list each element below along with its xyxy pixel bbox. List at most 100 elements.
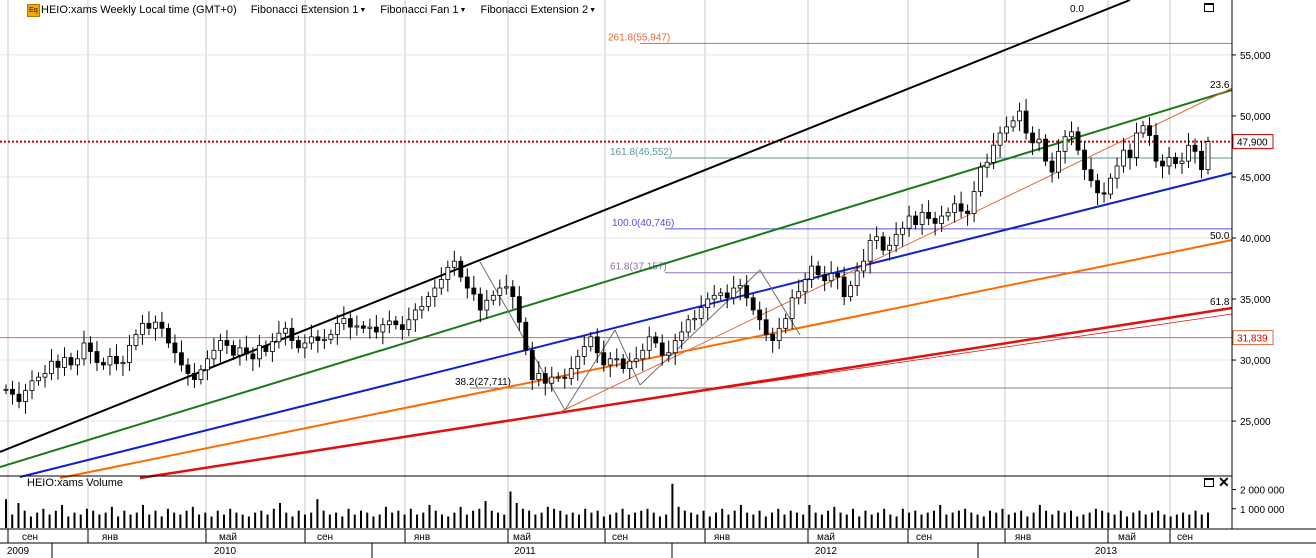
candle-body bbox=[341, 318, 347, 324]
candle-body bbox=[978, 166, 983, 193]
candle-body bbox=[562, 376, 568, 379]
candle-body bbox=[153, 321, 158, 329]
maximize-price-panel-icon[interactable] bbox=[1204, 3, 1214, 12]
symbol-icon[interactable]: Eq bbox=[27, 4, 40, 17]
candles bbox=[3, 98, 1211, 414]
candle-body bbox=[308, 336, 314, 344]
candle-body bbox=[10, 388, 15, 395]
candle-body bbox=[536, 373, 542, 380]
tool-fibonacci-fan-1[interactable]: Fibonacci Fan 1▼ bbox=[380, 4, 466, 16]
candle-body bbox=[367, 326, 373, 329]
candle-body bbox=[627, 360, 633, 369]
candle-body bbox=[192, 373, 197, 380]
candle-body bbox=[549, 376, 555, 384]
candle-body bbox=[789, 297, 795, 319]
candle-body bbox=[991, 144, 996, 163]
candle-body bbox=[49, 360, 54, 374]
candle-body bbox=[88, 342, 93, 352]
month-label: май bbox=[1118, 532, 1136, 543]
candle-body bbox=[328, 334, 334, 340]
month-label: сен bbox=[317, 532, 333, 543]
candle-body bbox=[458, 260, 464, 278]
candle-body bbox=[965, 210, 970, 214]
volume-tick-label: 2 000 000 bbox=[1240, 486, 1285, 497]
month-label: сен bbox=[22, 532, 38, 543]
candle-body bbox=[120, 362, 126, 365]
candle-body bbox=[3, 388, 9, 391]
candle-body bbox=[887, 244, 893, 251]
fibonacci-levels: 261.8(55,947) 161.8(46,552) 100.0(40,746) 6… bbox=[0, 32, 1232, 389]
candle-body bbox=[1082, 149, 1087, 171]
candle-body bbox=[1004, 126, 1009, 134]
candle-body bbox=[282, 327, 288, 334]
candle-body bbox=[880, 236, 886, 251]
candle-body bbox=[29, 380, 35, 391]
candle-body bbox=[166, 327, 171, 344]
candle-body bbox=[1108, 177, 1113, 195]
candle-body bbox=[939, 215, 945, 224]
candle-body bbox=[159, 321, 165, 329]
candle-body bbox=[55, 360, 61, 368]
candle-body bbox=[1153, 135, 1159, 162]
volume-panel-title: HEIO:xams Volume bbox=[27, 477, 123, 489]
candle-body bbox=[809, 265, 815, 280]
price-tick-label: 30,000 bbox=[1240, 356, 1271, 367]
candle-body bbox=[932, 218, 938, 224]
candle-body bbox=[1030, 132, 1035, 144]
fibonacci-fan: 0.0 23.6 50.0 61.8 bbox=[0, 0, 1233, 480]
candle-body bbox=[231, 345, 236, 356]
candle-body bbox=[133, 334, 139, 346]
candle-body bbox=[575, 355, 581, 369]
price-marker-label: 31,839 bbox=[1237, 334, 1268, 345]
candle-body bbox=[835, 272, 841, 278]
candle-body bbox=[692, 318, 698, 321]
year-label: 2013 bbox=[1095, 546, 1118, 557]
candle-body bbox=[614, 358, 620, 361]
candle-body bbox=[16, 393, 22, 402]
close-volume-panel-icon[interactable]: ✕ bbox=[1218, 474, 1230, 490]
candle-body bbox=[419, 305, 425, 311]
dropdown-arrow-icon: ▼ bbox=[359, 7, 367, 14]
symbol-title[interactable]: HEIO:xams Weekly Local time (GMT+0) bbox=[41, 4, 237, 16]
candle-body bbox=[731, 287, 737, 299]
candle-body bbox=[412, 309, 418, 321]
price-marker-box bbox=[1232, 134, 1274, 150]
maximize-volume-panel-icon[interactable] bbox=[1204, 478, 1214, 487]
candle-body bbox=[380, 324, 386, 333]
tool-fibonacci-extension-1[interactable]: Fibonacci Extension 1▼ bbox=[251, 4, 367, 16]
candle-body bbox=[114, 355, 119, 365]
candle-body bbox=[347, 318, 353, 328]
candle-body bbox=[399, 324, 405, 330]
year-label: 2009 bbox=[7, 546, 30, 557]
candle-body bbox=[1017, 110, 1022, 122]
candle-body bbox=[633, 358, 639, 362]
fan-line bbox=[0, 89, 1233, 468]
candle-body bbox=[263, 345, 269, 352]
chart-toolbar: HEIO:xams Weekly Local time (GMT+0) Fibo… bbox=[24, 2, 610, 18]
candle-body bbox=[945, 211, 951, 217]
candle-body bbox=[464, 276, 470, 289]
candle-body bbox=[640, 349, 646, 360]
price-marker-box bbox=[1232, 330, 1274, 346]
candle-body bbox=[1134, 132, 1139, 158]
grid bbox=[0, 0, 1232, 529]
fib-level-label: 261.8(55,947) bbox=[608, 32, 670, 43]
candle-body bbox=[744, 285, 750, 299]
month-label: май bbox=[513, 532, 531, 543]
candle-body bbox=[237, 347, 243, 356]
fan-level-label: 23.6 bbox=[1210, 80, 1230, 91]
tool-label: Fibonacci Extension 1 bbox=[250, 4, 359, 16]
candle-body bbox=[1101, 192, 1107, 195]
candle-body bbox=[685, 319, 691, 333]
price-tick-label: 40,000 bbox=[1240, 234, 1271, 245]
candle-body bbox=[256, 345, 262, 360]
candle-body bbox=[360, 325, 366, 329]
candle-body bbox=[185, 364, 191, 374]
volume-tick-label: 1 000 000 bbox=[1240, 505, 1285, 516]
candle-body bbox=[796, 291, 802, 299]
candle-body bbox=[828, 272, 834, 282]
tool-fibonacci-extension-2[interactable]: Fibonacci Extension 2▼ bbox=[480, 4, 596, 16]
candle-body bbox=[770, 334, 776, 341]
candle-body bbox=[757, 309, 763, 321]
candle-body bbox=[250, 353, 256, 360]
